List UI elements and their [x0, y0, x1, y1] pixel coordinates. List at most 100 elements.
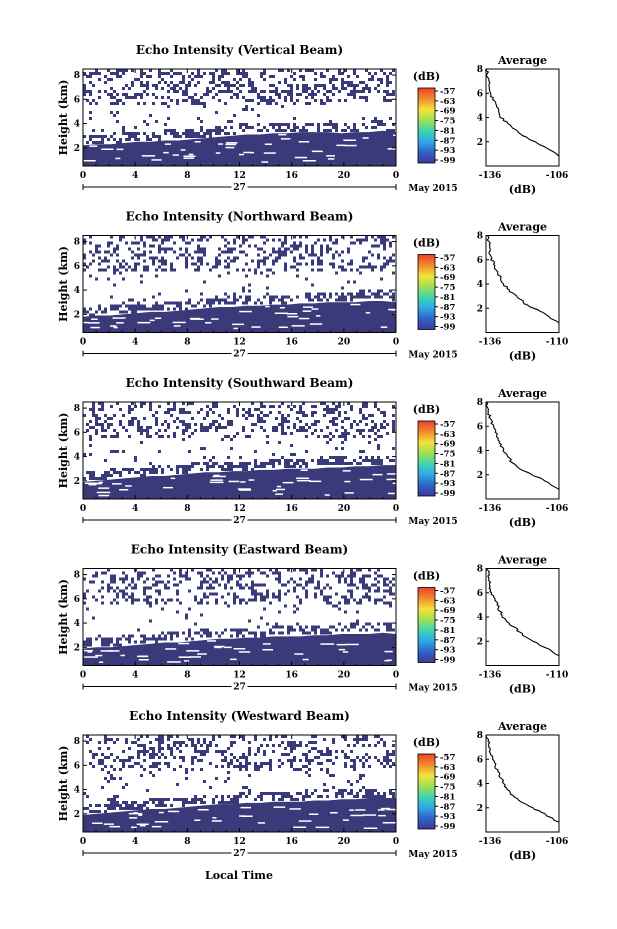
colorbar-tick: -69: [440, 107, 455, 117]
profile-y-tick: 4: [477, 780, 483, 790]
panel-title: Echo Intensity (Southward Beam): [126, 376, 354, 390]
x-tick-label: 8: [184, 338, 190, 348]
heatmap-area: [83, 402, 402, 499]
average-profile: Average 2 4 6 8 -136 -106 (dB): [477, 387, 569, 529]
profile-x-tick: -106: [546, 171, 569, 181]
x-tick-label: 0: [393, 338, 399, 348]
colorbar-tick: -87: [440, 303, 455, 313]
date-label: May 2015: [408, 517, 457, 527]
x-tick-label: 8: [184, 171, 190, 181]
colorbar: [417, 587, 436, 663]
scattered-echoes: [83, 735, 395, 813]
y-axis-label: Height (km): [57, 246, 70, 322]
colorbar: [417, 420, 436, 497]
colorbar-tick: -69: [440, 440, 455, 450]
y-tick-label: 8: [74, 404, 80, 414]
heatmap-area: [83, 69, 403, 166]
colorbar: [417, 254, 436, 330]
dense-echo-layer: [83, 798, 396, 832]
panel-title: Echo Intensity (Vertical Beam): [136, 43, 343, 57]
x-tick-label: 12: [233, 504, 246, 514]
profile-y-tick: 2: [477, 804, 483, 814]
day-label: 27: [233, 683, 246, 693]
colorbar-tick: -93: [440, 812, 455, 822]
y-tick-label: 2: [74, 643, 80, 653]
profile-x-tick: -136: [479, 837, 502, 847]
average-profile: Average 2 4 6 8 -136 -106 (dB): [477, 720, 569, 862]
average-profile: Average 2 4 6 8 -136 -110 (dB): [477, 221, 569, 363]
day-span: 27: [82, 348, 397, 360]
colorbar-tick: -81: [440, 293, 455, 303]
y-tick-label: 2: [74, 810, 80, 820]
profile-title: Average: [497, 387, 547, 400]
panel-3: Echo Intensity (Southward Beam) 2 4 6 8 Heigh…: [57, 376, 568, 529]
profile-y-tick: 8: [477, 398, 483, 408]
colorbar: [417, 753, 436, 830]
day-label: 27: [233, 350, 246, 360]
colorbar-tick: -81: [440, 792, 455, 802]
x-tick-label: 0: [393, 671, 399, 681]
heatmap-area: [83, 235, 405, 333]
profile-x-tick: -106: [546, 504, 569, 514]
colorbar-tick: -63: [440, 430, 455, 440]
dense-echo-layer: [83, 130, 396, 166]
x-tick-label: 4: [132, 671, 138, 681]
profile-y-tick: 8: [477, 565, 483, 575]
colorbar-tick: -69: [440, 773, 455, 783]
profile-title: Average: [497, 221, 547, 234]
profile-y-tick: 6: [477, 89, 483, 99]
colorbar-tick: -99: [440, 489, 455, 499]
x-tick-label: 16: [285, 504, 298, 514]
colorbar-tick: -75: [440, 616, 455, 626]
layer-gaps: [84, 469, 402, 497]
colorbar-tick: -99: [440, 156, 455, 166]
colorbar-tick: -57: [440, 254, 455, 264]
profile-x-tick: -110: [546, 338, 569, 348]
y-tick-label: 4: [74, 286, 80, 296]
x-tick-label: 4: [132, 171, 138, 181]
scattered-echoes: [83, 402, 395, 480]
colorbar-tick: -63: [440, 763, 455, 773]
x-tick-label: 4: [132, 504, 138, 514]
day-span: 27: [82, 182, 397, 193]
profile-title: Average: [497, 554, 547, 567]
y-axis-label: Height (km): [57, 413, 70, 489]
scattered-echoes: [83, 69, 395, 144]
profile-y-tick: 6: [477, 589, 483, 599]
panel-2: Echo Intensity (Northward Beam) 2 4 6 8 Heigh…: [57, 210, 568, 363]
profile-y-tick: 2: [477, 304, 483, 314]
profile-y-tick: 8: [477, 65, 483, 75]
colorbar-tick: -99: [440, 822, 455, 832]
day-label: 27: [233, 183, 246, 193]
profile-x-tick: -110: [546, 671, 569, 681]
y-tick-label: 8: [74, 737, 80, 747]
x-tick-label: 8: [184, 837, 190, 847]
colorbar-tick: -63: [440, 263, 455, 273]
scattered-echoes: [83, 568, 395, 647]
profile-line: [486, 568, 560, 657]
colorbar-unit: (dB): [413, 403, 440, 416]
x-tick-label: 0: [80, 671, 86, 681]
day-span: 27: [82, 681, 397, 693]
colorbar-unit: (dB): [413, 736, 440, 749]
colorbar-tick: -75: [440, 117, 455, 127]
profile-line: [486, 235, 560, 324]
profile-line: [484, 68, 560, 157]
day-span: 27: [82, 515, 397, 526]
y-tick-label: 4: [74, 453, 80, 463]
layer-gaps: [84, 640, 408, 663]
colorbar-tick: -99: [440, 323, 455, 333]
x-tick-label: 16: [285, 171, 298, 181]
colorbar-tick: -93: [440, 646, 455, 656]
profile-y-tick: 2: [477, 138, 483, 148]
profile-frame: [485, 568, 560, 666]
profile-x-tick: -136: [479, 338, 502, 348]
colorbar-tick: -93: [440, 479, 455, 489]
layer-gaps: [83, 133, 403, 163]
profile-y-tick: 8: [477, 731, 483, 741]
profile-line: [485, 401, 560, 490]
profile-x-tick: -106: [546, 837, 569, 847]
profile-x-label: (dB): [509, 849, 536, 862]
colorbar-unit: (dB): [413, 570, 440, 583]
